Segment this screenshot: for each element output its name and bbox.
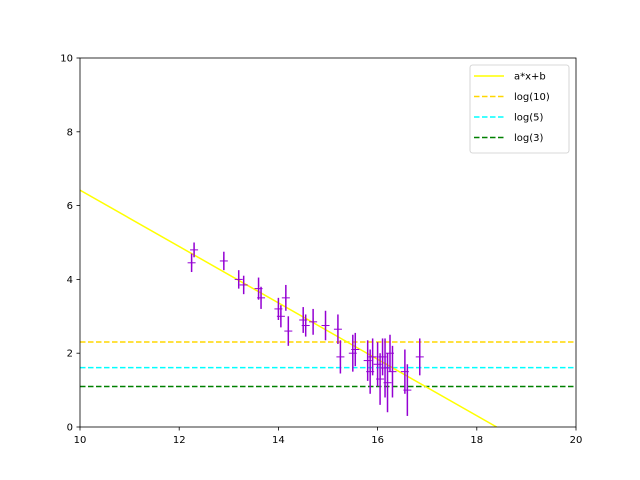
data-point — [301, 314, 310, 337]
data-point — [239, 275, 248, 295]
axes: 10 12 14 16 18 20 0 2 4 6 8 10 — [60, 54, 582, 447]
data-point — [368, 338, 377, 376]
data-point — [351, 332, 360, 367]
x-tick-label: 12 — [173, 435, 186, 446]
data-point — [415, 338, 424, 376]
data-point — [190, 242, 199, 258]
data-point — [281, 284, 290, 311]
y-tick-label: 2 — [67, 349, 73, 360]
data-point — [257, 286, 266, 309]
data-point — [276, 305, 285, 328]
y-tick-label: 6 — [67, 201, 73, 212]
fit-line — [80, 189, 498, 427]
data-point — [376, 353, 385, 405]
y-tick-label: 4 — [67, 275, 73, 286]
data-point — [383, 353, 392, 413]
data-point — [284, 316, 293, 346]
plot-area — [80, 189, 576, 427]
y-tick-label: 10 — [60, 54, 73, 65]
y-tick-label: 8 — [67, 127, 73, 138]
data-point — [321, 310, 330, 341]
legend-label: log(3) — [514, 133, 544, 144]
x-tick-label: 20 — [570, 435, 583, 446]
y-tick-label: 0 — [67, 423, 73, 434]
data-point — [309, 308, 318, 335]
legend-label: a*x+b — [514, 72, 546, 83]
legend-label: log(5) — [514, 113, 544, 124]
x-tick-label: 10 — [74, 435, 87, 446]
data-point — [336, 340, 345, 374]
data-point — [234, 270, 243, 289]
data-point — [187, 253, 196, 273]
legend-box — [469, 64, 570, 154]
legend-label: log(10) — [514, 92, 550, 103]
x-tick-label: 18 — [470, 435, 483, 446]
data-point — [219, 251, 228, 271]
x-tick-label: 14 — [272, 435, 285, 446]
data-point — [333, 314, 342, 344]
data-point — [403, 364, 412, 416]
data-point — [388, 345, 397, 398]
axes-frame — [79, 57, 577, 428]
x-tick-label: 16 — [371, 435, 384, 446]
legend: a*x+b log(10) log(5) log(3) — [469, 64, 570, 154]
plot-content — [80, 189, 576, 427]
